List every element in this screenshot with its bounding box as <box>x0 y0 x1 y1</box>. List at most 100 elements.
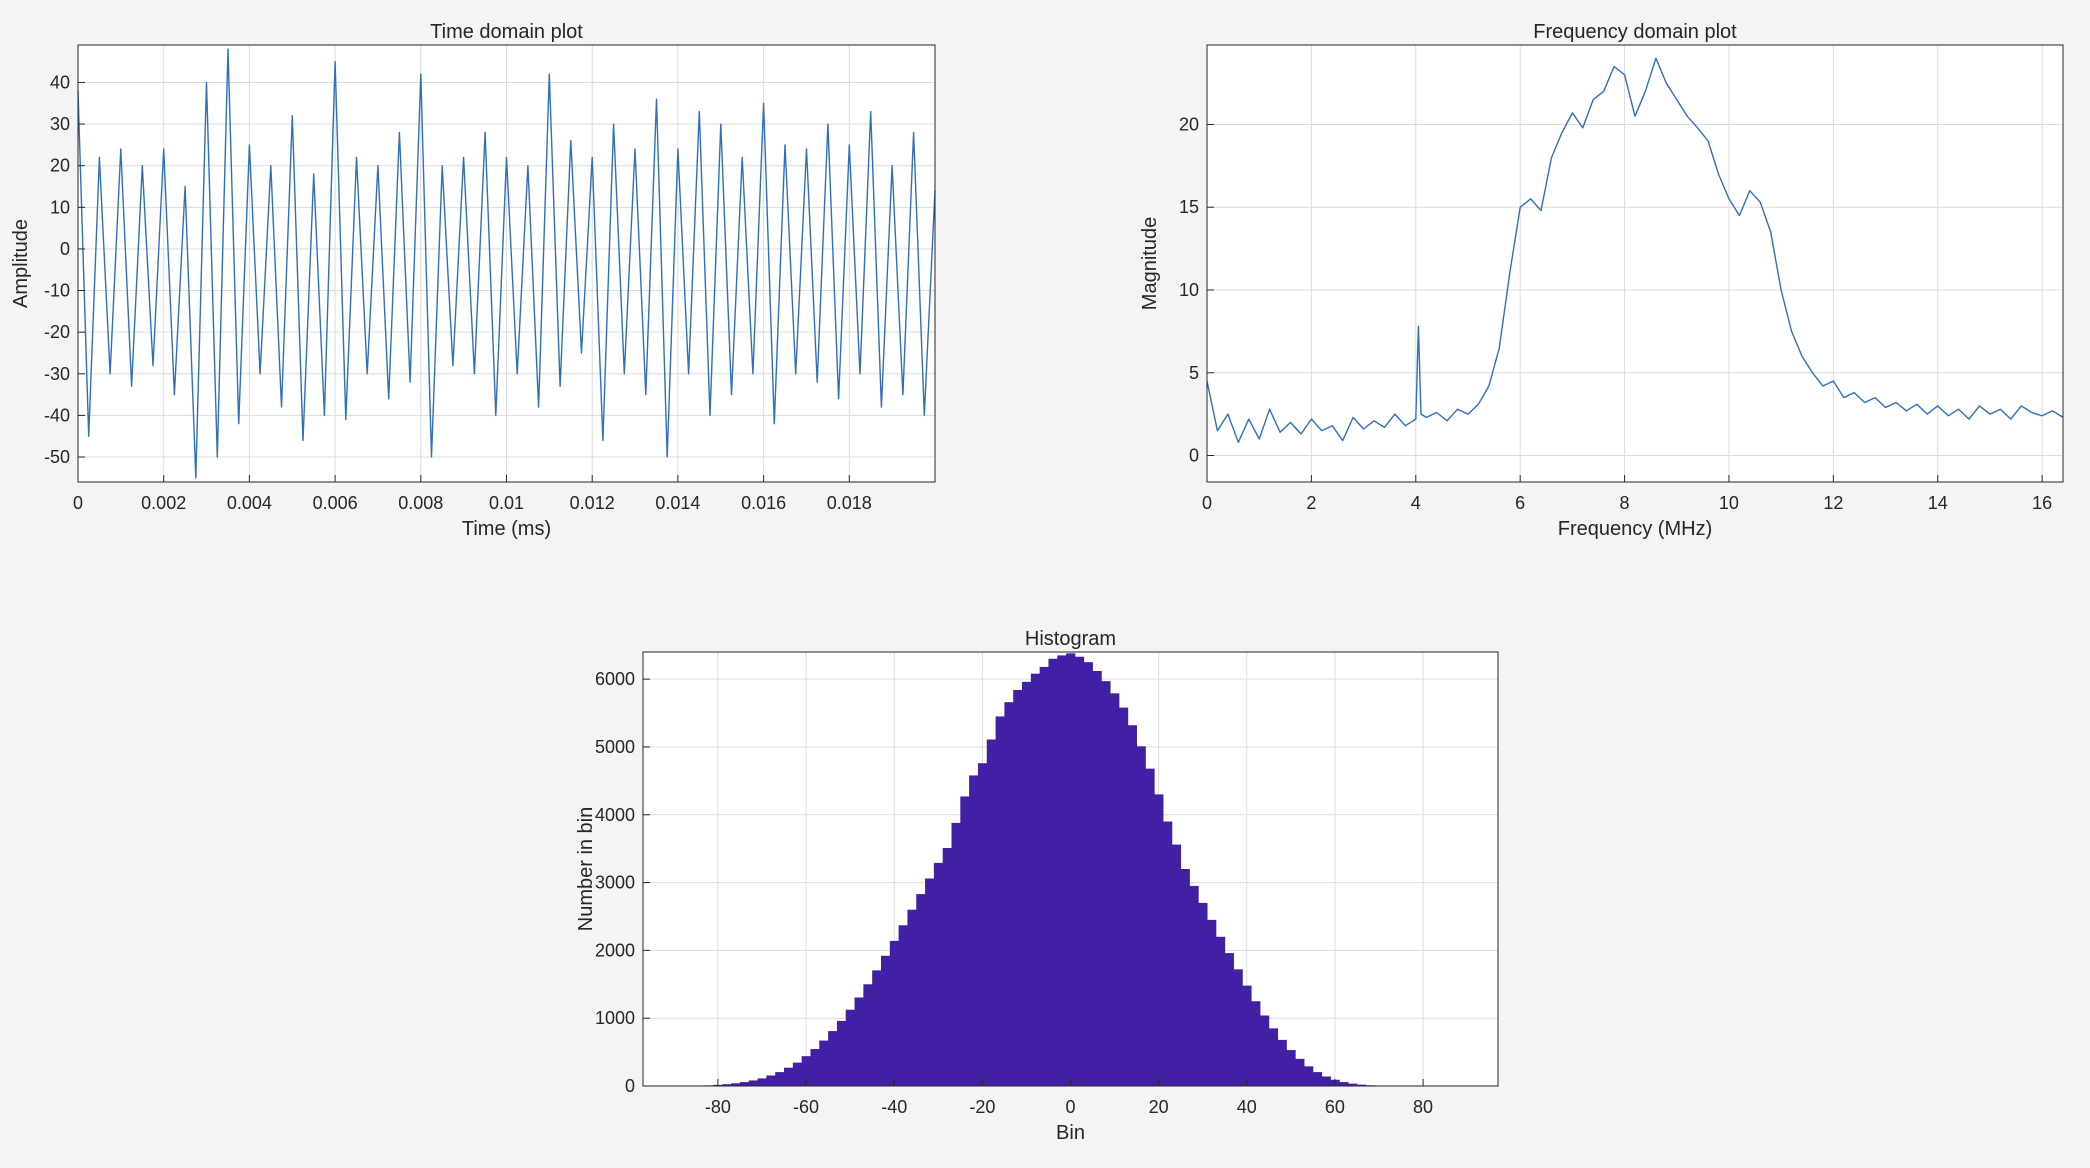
hist-bar-57 <box>1198 902 1208 1086</box>
time-xtick-label-5: 0.01 <box>489 493 524 513</box>
hist-bar-8 <box>766 1075 776 1086</box>
freq-ytick-label-1: 5 <box>1189 363 1199 383</box>
time-xlabel: Time (ms) <box>462 518 551 540</box>
time-ytick-label-0: -50 <box>44 447 70 467</box>
freq-xtick-label-5: 10 <box>1719 493 1739 513</box>
hist-xtick-label-3: -20 <box>969 1097 995 1117</box>
hist-bar-74 <box>1348 1083 1358 1086</box>
hist-bar-45 <box>1092 670 1102 1086</box>
hist-bar-53 <box>1163 821 1173 1086</box>
hist-bar-52 <box>1154 794 1164 1086</box>
hist-bar-16 <box>836 1020 847 1086</box>
hist-bar-44 <box>1083 662 1093 1086</box>
hist-ytick-label-4: 4000 <box>595 805 635 825</box>
hist-ytick-label-6: 6000 <box>595 669 635 689</box>
hist-bar-46 <box>1101 681 1111 1086</box>
hist-bar-9 <box>775 1072 785 1086</box>
hist-bar-27 <box>933 862 944 1086</box>
hist-xtick-label-2: -40 <box>881 1097 907 1117</box>
hist-bar-58 <box>1207 919 1217 1086</box>
hist-bar-32 <box>977 763 988 1086</box>
hist-bar-59 <box>1215 936 1226 1086</box>
hist-bar-19 <box>863 984 873 1086</box>
hist-bar-50 <box>1136 746 1146 1086</box>
hist-xtick-label-1: -60 <box>793 1097 819 1117</box>
hist-bar-31 <box>969 775 979 1086</box>
hist-bar-14 <box>819 1040 829 1086</box>
time-xtick-label-7: 0.014 <box>655 493 700 513</box>
time-xtick-label-9: 0.018 <box>827 493 872 513</box>
hist-bar-64 <box>1260 1015 1270 1086</box>
time-ytick-label-9: 40 <box>50 72 70 92</box>
hist-bar-4 <box>731 1083 741 1086</box>
time-xtick-label-0: 0 <box>73 493 83 513</box>
freq-xtick-label-7: 14 <box>1928 493 1948 513</box>
hist-xtick-label-6: 40 <box>1237 1097 1257 1117</box>
hist-bar-62 <box>1242 985 1252 1086</box>
hist-bar-26 <box>925 878 935 1086</box>
freq-xtick-label-6: 12 <box>1823 493 1843 513</box>
hist-bar-22 <box>889 940 900 1086</box>
hist-bar-49 <box>1127 725 1137 1086</box>
hist-bar-51 <box>1145 768 1155 1086</box>
hist-bar-56 <box>1189 885 1199 1086</box>
hist-bar-28 <box>942 847 952 1086</box>
hist-bar-11 <box>792 1062 803 1086</box>
time-ytick-label-5: 0 <box>60 239 70 259</box>
time-series-line <box>77 48 936 479</box>
time-xtick-label-2: 0.004 <box>227 493 272 513</box>
hist-xtick-label-7: 60 <box>1325 1097 1345 1117</box>
hist-bar-25 <box>916 894 926 1086</box>
freq-ytick-label-4: 20 <box>1179 114 1199 134</box>
time-ytick-label-4: -10 <box>44 281 70 301</box>
hist-ytick-label-0: 0 <box>625 1076 635 1096</box>
hist-bar-39 <box>1039 666 1049 1086</box>
hist-bar-65 <box>1268 1028 1279 1086</box>
hist-bar-6 <box>748 1080 758 1086</box>
hist-bar-20 <box>872 970 882 1086</box>
hist-bar-68 <box>1295 1058 1305 1087</box>
time-ylabel: Amplitude <box>10 219 32 308</box>
hist-bar-10 <box>784 1067 794 1086</box>
histogram-chart: -80 -60 -40 -20 0 20 40 60 80 0 1000 2000 3000 4000 50… <box>575 628 1499 1144</box>
hist-bar-33 <box>986 739 996 1086</box>
hist-bar-70 <box>1312 1072 1323 1086</box>
freq-series-line <box>1206 57 2064 443</box>
time-ytick-label-3: -20 <box>44 322 70 342</box>
freq-xlabel: Frequency (MHz) <box>1558 518 1712 540</box>
hist-bar-55 <box>1180 869 1190 1086</box>
hist-bar-15 <box>828 1031 838 1086</box>
hist-bar-17 <box>845 1009 855 1086</box>
hist-xtick-label-8: 80 <box>1413 1097 1433 1117</box>
freq-title: Frequency domain plot <box>1533 21 1737 43</box>
hist-bar-34 <box>995 716 1005 1086</box>
freq-xtick-label-8: 16 <box>2032 493 2052 513</box>
hist-ylabel: Number in bin <box>575 807 597 932</box>
hist-bar-48 <box>1118 707 1129 1086</box>
time-ytick-label-7: 20 <box>50 156 70 176</box>
freq-ylabel: Magnitude <box>1139 217 1161 310</box>
hist-bar-13 <box>810 1049 820 1086</box>
hist-bar-47 <box>1110 693 1120 1086</box>
hist-bar-43 <box>1074 656 1085 1086</box>
time-xtick-label-3: 0.006 <box>313 493 358 513</box>
hist-bar-35 <box>1004 702 1014 1086</box>
freq-ytick-label-2: 10 <box>1179 280 1199 300</box>
hist-bar-41 <box>1057 655 1067 1086</box>
hist-bar-42 <box>1066 653 1076 1086</box>
hist-bar-61 <box>1233 969 1243 1086</box>
hist-bar-54 <box>1171 844 1182 1086</box>
hist-title: Histogram <box>1025 628 1116 650</box>
time-title: Time domain plot <box>430 21 583 43</box>
hist-ytick-label-2: 2000 <box>595 940 635 960</box>
time-xtick-label-4: 0.008 <box>398 493 443 513</box>
hist-bar-67 <box>1286 1050 1296 1086</box>
hist-bar-69 <box>1304 1066 1314 1086</box>
hist-bar-63 <box>1251 1001 1261 1086</box>
hist-bar-37 <box>1022 681 1032 1086</box>
hist-xlabel: Bin <box>1056 1122 1085 1144</box>
time-xtick-label-8: 0.016 <box>741 493 786 513</box>
hist-bar-3 <box>722 1084 732 1086</box>
hist-bar-40 <box>1048 658 1058 1086</box>
